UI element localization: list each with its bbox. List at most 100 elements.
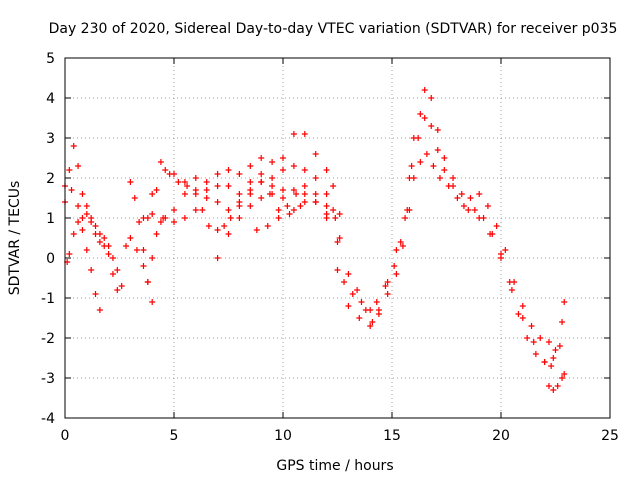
data-point	[337, 211, 343, 217]
data-point	[546, 339, 552, 345]
y-tick-label: 4	[46, 91, 55, 107]
data-point	[313, 175, 319, 181]
data-point	[204, 187, 210, 193]
data-point	[75, 203, 81, 209]
data-point	[428, 95, 434, 101]
data-point	[498, 255, 504, 261]
data-point	[297, 203, 303, 209]
data-point	[140, 247, 146, 253]
series-track-4	[127, 179, 155, 305]
x-tick-label: 5	[170, 428, 179, 444]
data-point	[529, 323, 535, 329]
data-point	[110, 255, 116, 261]
data-point	[247, 203, 253, 209]
y-tick-label: 3	[46, 131, 55, 147]
data-point	[446, 183, 452, 189]
data-point	[79, 191, 85, 197]
data-point	[149, 299, 155, 305]
series-track-5	[123, 163, 343, 285]
y-tick-label: -1	[41, 291, 55, 307]
data-point	[84, 247, 90, 253]
data-point	[502, 247, 508, 253]
data-point	[542, 359, 548, 365]
data-point	[154, 187, 160, 193]
data-point	[402, 215, 408, 221]
data-points	[62, 87, 567, 393]
data-point	[291, 163, 297, 169]
data-point	[132, 195, 138, 201]
data-point	[341, 279, 347, 285]
data-point	[302, 131, 308, 137]
data-point	[284, 203, 290, 209]
data-point	[302, 191, 308, 197]
data-point	[269, 183, 275, 189]
y-tick-label: 1	[46, 211, 55, 227]
data-point	[422, 87, 428, 93]
data-point	[269, 175, 275, 181]
data-point	[459, 191, 465, 197]
data-point	[313, 151, 319, 157]
data-point	[97, 307, 103, 313]
chart-title: Day 230 of 2020, Sidereal Day-to-day VTE…	[49, 21, 618, 37]
data-point	[430, 163, 436, 169]
data-point	[417, 159, 423, 165]
data-point	[236, 203, 242, 209]
data-point	[88, 215, 94, 221]
data-point	[391, 263, 397, 269]
x-tick-label: 15	[383, 428, 401, 444]
data-point	[215, 255, 221, 261]
data-point	[345, 271, 351, 277]
data-point	[561, 299, 567, 305]
data-point	[226, 167, 232, 173]
data-point	[101, 235, 107, 241]
data-point	[204, 179, 210, 185]
data-point	[276, 207, 282, 213]
data-point	[158, 159, 164, 165]
data-point	[79, 227, 85, 233]
data-point	[324, 203, 330, 209]
data-point	[428, 123, 434, 129]
data-point	[93, 223, 99, 229]
data-point	[485, 203, 491, 209]
data-point	[136, 219, 142, 225]
data-point	[555, 383, 561, 389]
y-tick-label: -2	[41, 331, 55, 347]
data-point	[472, 207, 478, 213]
data-point	[422, 115, 428, 121]
data-point	[280, 187, 286, 193]
y-tick-label: 2	[46, 171, 55, 187]
data-point	[524, 335, 530, 341]
data-point	[350, 291, 356, 297]
data-point	[258, 179, 264, 185]
data-point	[114, 287, 120, 293]
data-point	[123, 243, 129, 249]
data-point	[441, 155, 447, 161]
data-point	[69, 187, 75, 193]
data-point	[215, 199, 221, 205]
data-point	[215, 171, 221, 177]
data-point	[409, 163, 415, 169]
data-point	[324, 167, 330, 173]
data-point	[276, 215, 282, 221]
data-point	[461, 203, 467, 209]
data-point	[335, 267, 341, 273]
data-point	[291, 131, 297, 137]
data-point	[182, 191, 188, 197]
data-point	[119, 283, 125, 289]
data-point	[313, 191, 319, 197]
series-track-11	[335, 87, 568, 353]
data-point	[424, 151, 430, 157]
data-point	[435, 127, 441, 133]
y-tick-label: -3	[41, 371, 55, 387]
data-point	[393, 271, 399, 277]
data-point	[550, 355, 556, 361]
x-tick-label: 20	[492, 428, 510, 444]
y-axis-label: SDTVAR / TECUs	[7, 181, 23, 296]
data-point	[507, 279, 513, 285]
data-point	[171, 207, 177, 213]
data-point	[358, 299, 364, 305]
data-point	[393, 247, 399, 253]
data-point	[84, 203, 90, 209]
data-point	[145, 215, 151, 221]
data-point	[476, 191, 482, 197]
